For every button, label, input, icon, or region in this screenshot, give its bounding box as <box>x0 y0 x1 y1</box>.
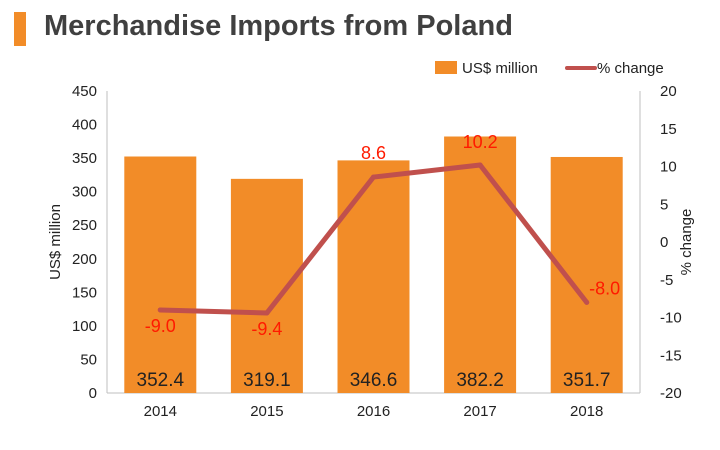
plot-area: 0 50 100 150 200 250 300 350 400 450 -20 -15 -10 -5 0 5… <box>72 83 682 420</box>
x-tick-label: 2017 <box>463 403 496 420</box>
y-tick-right: -20 <box>660 385 682 402</box>
bar-value-label: 382.2 <box>456 370 504 391</box>
title-accent-bar <box>14 12 26 46</box>
y-tick-left: 350 <box>72 150 97 167</box>
pct-value-label: 10.2 <box>463 132 498 152</box>
bar-value-label: 352.4 <box>137 370 185 391</box>
pct-change-point <box>264 310 270 316</box>
bar-value-label: 351.7 <box>563 370 611 391</box>
pct-change-point <box>477 162 483 168</box>
y-tick-left: 100 <box>72 318 97 335</box>
pct-value-label: -8.0 <box>589 278 620 298</box>
bar-2017 <box>444 136 517 393</box>
y-tick-left: 250 <box>72 217 97 234</box>
chart-title: Merchandise Imports from Poland <box>44 10 513 42</box>
y-tick-left: 150 <box>72 284 97 301</box>
x-tick-label: 2015 <box>250 403 283 420</box>
y-tick-left: 50 <box>80 351 97 368</box>
y-tick-left: 300 <box>72 184 97 201</box>
legend-label-bar: US$ million <box>462 60 538 77</box>
bar-value-label: 346.6 <box>350 370 398 391</box>
legend-label-line: % change <box>597 60 664 77</box>
pct-change-point <box>371 174 376 180</box>
y-tick-right: -10 <box>660 310 682 327</box>
y-tick-right: 15 <box>660 121 677 138</box>
y-tick-right: 10 <box>660 159 677 176</box>
y-tick-left: 400 <box>72 117 97 134</box>
pct-value-label: -9.4 <box>251 319 282 339</box>
y-tick-left: 450 <box>72 83 97 100</box>
y-tick-right: -15 <box>660 347 682 364</box>
x-tick-label: 2016 <box>357 403 390 420</box>
bar-value-label: 319.1 <box>243 370 291 391</box>
legend-swatch-bar <box>435 61 457 74</box>
bar-2016 <box>337 160 410 393</box>
pct-change-point <box>584 299 590 305</box>
pct-change-point <box>157 307 163 313</box>
pct-value-label: -9.0 <box>145 316 176 336</box>
bar-2014 <box>124 156 197 393</box>
y-tick-right: 20 <box>660 83 677 100</box>
legend: US$ million % change <box>435 60 664 77</box>
pct-value-label: 8.6 <box>361 143 386 163</box>
y-tick-left: 0 <box>89 385 97 402</box>
bar-2018 <box>550 156 623 393</box>
x-tick-label: 2018 <box>570 403 603 420</box>
y-tick-left: 200 <box>72 251 97 268</box>
y-tick-right: -5 <box>660 272 673 289</box>
y-tick-right: 0 <box>660 234 668 251</box>
y-tick-right: 5 <box>660 196 668 213</box>
y-axis-title-left: US$ million <box>47 204 64 280</box>
x-tick-label: 2014 <box>144 403 177 420</box>
bar-2015 <box>230 178 303 393</box>
y-axis-title-right: % change <box>678 209 695 276</box>
